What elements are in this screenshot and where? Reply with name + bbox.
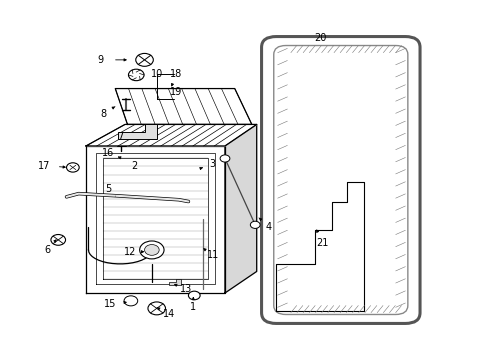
- FancyBboxPatch shape: [273, 45, 407, 315]
- Circle shape: [250, 221, 260, 228]
- Text: 6: 6: [44, 245, 50, 255]
- Circle shape: [188, 291, 200, 300]
- Text: 3: 3: [209, 159, 215, 169]
- Circle shape: [148, 302, 165, 315]
- Text: 17: 17: [39, 161, 51, 171]
- Circle shape: [140, 241, 163, 259]
- Polygon shape: [103, 158, 207, 279]
- FancyBboxPatch shape: [261, 37, 419, 323]
- Text: 11: 11: [206, 250, 219, 260]
- Text: 2: 2: [131, 161, 138, 171]
- Text: 20: 20: [313, 33, 325, 43]
- Polygon shape: [86, 146, 224, 293]
- Polygon shape: [276, 182, 363, 311]
- Text: 18: 18: [170, 69, 182, 79]
- Circle shape: [124, 296, 138, 306]
- Text: 10: 10: [150, 69, 163, 79]
- Polygon shape: [115, 89, 251, 125]
- Text: 14: 14: [163, 310, 175, 319]
- Text: 1: 1: [190, 302, 196, 312]
- Text: 4: 4: [265, 222, 271, 231]
- Polygon shape: [118, 125, 157, 139]
- Text: 19: 19: [170, 87, 182, 97]
- Text: 15: 15: [104, 299, 116, 309]
- Text: 9: 9: [98, 55, 103, 65]
- Text: 21: 21: [316, 238, 328, 248]
- Circle shape: [144, 244, 159, 255]
- Text: 8: 8: [100, 109, 106, 119]
- Text: 16: 16: [102, 148, 114, 158]
- Polygon shape: [168, 279, 181, 285]
- Circle shape: [66, 163, 79, 172]
- Text: 5: 5: [104, 184, 111, 194]
- Circle shape: [128, 69, 144, 81]
- Polygon shape: [86, 125, 256, 146]
- Circle shape: [220, 155, 229, 162]
- Text: 13: 13: [180, 284, 192, 294]
- Circle shape: [136, 53, 153, 66]
- Circle shape: [51, 234, 65, 245]
- Text: 12: 12: [123, 247, 136, 257]
- Polygon shape: [224, 125, 256, 293]
- Text: 7: 7: [117, 132, 123, 142]
